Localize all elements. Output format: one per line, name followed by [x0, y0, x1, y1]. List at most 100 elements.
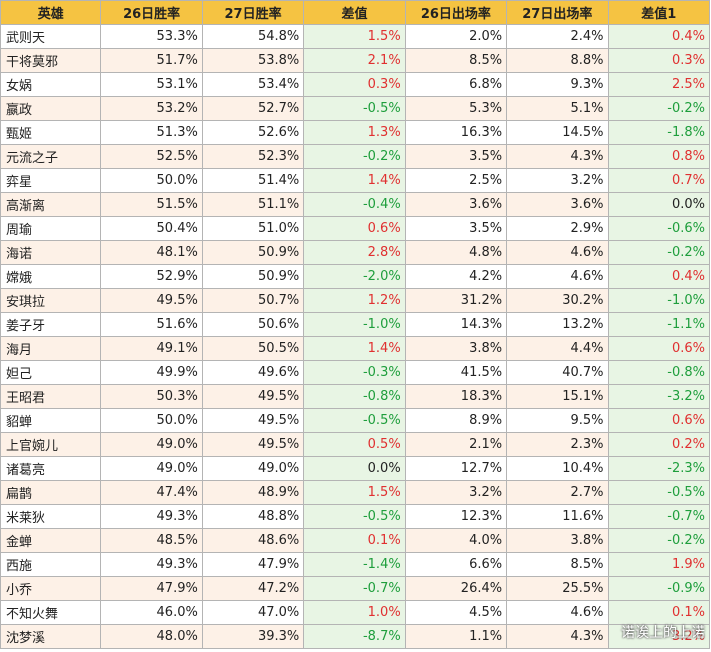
winrate-26-cell: 51.5%: [100, 192, 203, 217]
winrate-27-cell: 48.6%: [201, 528, 305, 553]
winrate-diff-cell: -1.0%: [303, 312, 406, 337]
pickrate-diff-cell: -0.6%: [607, 216, 711, 241]
pickrate-diff-cell: 3.2%: [607, 624, 711, 649]
pickrate-27-cell: 11.6%: [506, 504, 609, 529]
pickrate-diff-cell: 2.5%: [607, 72, 711, 97]
winrate-26-cell: 49.0%: [100, 456, 203, 481]
winrate-diff-cell: 0.6%: [303, 216, 406, 241]
pickrate-diff-cell: 0.6%: [607, 336, 711, 361]
winrate-26-cell: 49.1%: [100, 336, 203, 361]
hero-name-cell: 高渐离: [0, 192, 102, 217]
pickrate-27-cell: 4.3%: [506, 624, 609, 649]
hero-name-cell: 女娲: [0, 72, 102, 97]
winrate-26-cell: 51.3%: [100, 120, 203, 145]
winrate-27-cell: 51.4%: [201, 168, 305, 193]
pickrate-26-cell: 12.3%: [404, 504, 508, 529]
pickrate-27-cell: 4.4%: [506, 336, 609, 361]
winrate-26-cell: 46.0%: [100, 600, 203, 625]
winrate-27-cell: 50.9%: [201, 240, 305, 265]
pickrate-diff-cell: 1.9%: [607, 552, 711, 577]
header-winrate-26[interactable]: 26日胜率: [100, 0, 203, 25]
winrate-26-cell: 49.9%: [100, 360, 203, 385]
table-row: 安琪拉 49.5% 50.7% 1.2% 31.2% 30.2% -1.0%: [0, 288, 711, 313]
table-row: 周瑜 50.4% 51.0% 0.6% 3.5% 2.9% -0.6%: [0, 216, 711, 241]
winrate-diff-cell: 0.3%: [303, 72, 406, 97]
hero-name-cell: 貂蝉: [0, 408, 102, 433]
winrate-26-cell: 50.3%: [100, 384, 203, 409]
winrate-27-cell: 50.9%: [201, 264, 305, 289]
pickrate-diff-cell: -2.3%: [607, 456, 711, 481]
header-pickrate-26[interactable]: 26日出场率: [404, 0, 508, 25]
winrate-26-cell: 49.5%: [100, 288, 203, 313]
winrate-27-cell: 50.7%: [201, 288, 305, 313]
pickrate-27-cell: 5.1%: [506, 96, 609, 121]
pickrate-diff-cell: -1.0%: [607, 288, 711, 313]
pickrate-26-cell: 3.2%: [404, 480, 508, 505]
winrate-27-cell: 49.5%: [201, 408, 305, 433]
winrate-27-cell: 48.9%: [201, 480, 305, 505]
winrate-26-cell: 49.0%: [100, 432, 203, 457]
hero-name-cell: 小乔: [0, 576, 102, 601]
hero-name-cell: 嫦娥: [0, 264, 102, 289]
winrate-26-cell: 53.1%: [100, 72, 203, 97]
hero-name-cell: 西施: [0, 552, 102, 577]
pickrate-diff-cell: 0.6%: [607, 408, 711, 433]
pickrate-26-cell: 2.1%: [404, 432, 508, 457]
winrate-27-cell: 52.6%: [201, 120, 305, 145]
table-row: 武则天 53.3% 54.8% 1.5% 2.0% 2.4% 0.4%: [0, 24, 711, 49]
winrate-26-cell: 47.4%: [100, 480, 203, 505]
pickrate-diff-cell: 0.1%: [607, 600, 711, 625]
winrate-diff-cell: 1.0%: [303, 600, 406, 625]
winrate-26-cell: 53.3%: [100, 24, 203, 49]
table-row: 米莱狄 49.3% 48.8% -0.5% 12.3% 11.6% -0.7%: [0, 504, 711, 529]
pickrate-26-cell: 6.6%: [404, 552, 508, 577]
header-winrate-27[interactable]: 27日胜率: [201, 0, 305, 25]
hero-name-cell: 诸葛亮: [0, 456, 102, 481]
winrate-diff-cell: 1.5%: [303, 480, 406, 505]
pickrate-diff-cell: 0.0%: [607, 192, 711, 217]
pickrate-26-cell: 5.3%: [404, 96, 508, 121]
winrate-27-cell: 49.5%: [201, 384, 305, 409]
hero-name-cell: 武则天: [0, 24, 102, 49]
pickrate-diff-cell: -0.5%: [607, 480, 711, 505]
table-row: 扁鹊 47.4% 48.9% 1.5% 3.2% 2.7% -0.5%: [0, 480, 711, 505]
winrate-diff-cell: 2.8%: [303, 240, 406, 265]
pickrate-diff-cell: 0.2%: [607, 432, 711, 457]
winrate-26-cell: 48.1%: [100, 240, 203, 265]
hero-name-cell: 妲己: [0, 360, 102, 385]
pickrate-26-cell: 3.5%: [404, 216, 508, 241]
pickrate-27-cell: 2.9%: [506, 216, 609, 241]
pickrate-26-cell: 4.5%: [404, 600, 508, 625]
hero-name-cell: 姜子牙: [0, 312, 102, 337]
table-row: 女娲 53.1% 53.4% 0.3% 6.8% 9.3% 2.5%: [0, 72, 711, 97]
hero-name-cell: 周瑜: [0, 216, 102, 241]
header-hero[interactable]: 英雄: [0, 0, 102, 25]
pickrate-26-cell: 8.5%: [404, 48, 508, 73]
winrate-27-cell: 49.0%: [201, 456, 305, 481]
pickrate-27-cell: 40.7%: [506, 360, 609, 385]
pickrate-26-cell: 2.5%: [404, 168, 508, 193]
hero-name-cell: 沈梦溪: [0, 624, 102, 649]
pickrate-diff-cell: -1.8%: [607, 120, 711, 145]
pickrate-27-cell: 10.4%: [506, 456, 609, 481]
header-pickrate-27[interactable]: 27日出场率: [506, 0, 609, 25]
winrate-diff-cell: -0.8%: [303, 384, 406, 409]
pickrate-26-cell: 4.0%: [404, 528, 508, 553]
hero-name-cell: 甄姬: [0, 120, 102, 145]
pickrate-27-cell: 9.3%: [506, 72, 609, 97]
pickrate-26-cell: 3.6%: [404, 192, 508, 217]
winrate-27-cell: 47.9%: [201, 552, 305, 577]
pickrate-diff-cell: -0.9%: [607, 576, 711, 601]
header-winrate-diff[interactable]: 差值: [303, 0, 406, 25]
pickrate-27-cell: 14.5%: [506, 120, 609, 145]
hero-name-cell: 干将莫邪: [0, 48, 102, 73]
pickrate-27-cell: 13.2%: [506, 312, 609, 337]
header-row: 英雄 26日胜率 27日胜率 差值 26日出场率 27日出场率 差值1: [0, 0, 711, 25]
winrate-diff-cell: 2.1%: [303, 48, 406, 73]
header-pickrate-diff[interactable]: 差值1: [607, 0, 711, 25]
winrate-diff-cell: -0.3%: [303, 360, 406, 385]
hero-name-cell: 元流之子: [0, 144, 102, 169]
winrate-diff-cell: 1.2%: [303, 288, 406, 313]
pickrate-27-cell: 2.3%: [506, 432, 609, 457]
winrate-27-cell: 47.0%: [201, 600, 305, 625]
